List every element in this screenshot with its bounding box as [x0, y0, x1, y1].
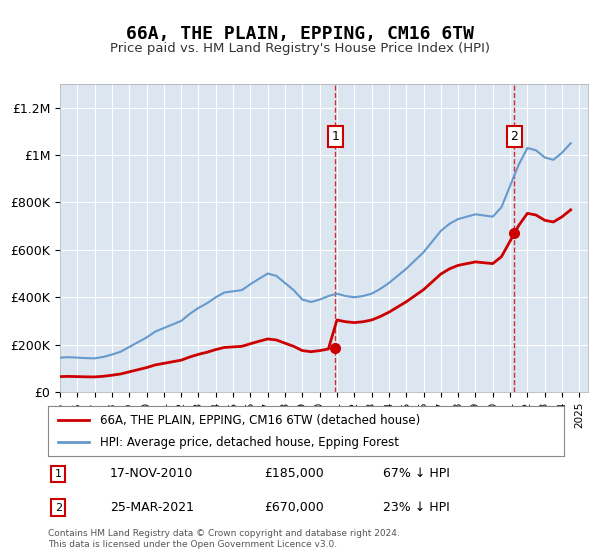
Text: 66A, THE PLAIN, EPPING, CM16 6TW: 66A, THE PLAIN, EPPING, CM16 6TW — [126, 25, 474, 43]
Text: 66A, THE PLAIN, EPPING, CM16 6TW (detached house): 66A, THE PLAIN, EPPING, CM16 6TW (detach… — [100, 414, 420, 427]
Text: 2: 2 — [511, 130, 518, 143]
Text: £670,000: £670,000 — [265, 501, 325, 514]
Text: HPI: Average price, detached house, Epping Forest: HPI: Average price, detached house, Eppi… — [100, 436, 398, 449]
Text: Price paid vs. HM Land Registry's House Price Index (HPI): Price paid vs. HM Land Registry's House … — [110, 42, 490, 55]
Text: 1: 1 — [331, 130, 339, 143]
Text: Contains HM Land Registry data © Crown copyright and database right 2024.
This d: Contains HM Land Registry data © Crown c… — [48, 529, 400, 549]
Text: 17-NOV-2010: 17-NOV-2010 — [110, 468, 193, 480]
Text: 23% ↓ HPI: 23% ↓ HPI — [383, 501, 450, 514]
Text: 67% ↓ HPI: 67% ↓ HPI — [383, 468, 450, 480]
Text: 25-MAR-2021: 25-MAR-2021 — [110, 501, 194, 514]
Text: £185,000: £185,000 — [265, 468, 325, 480]
Text: 1: 1 — [55, 469, 62, 479]
Text: 2: 2 — [55, 502, 62, 512]
